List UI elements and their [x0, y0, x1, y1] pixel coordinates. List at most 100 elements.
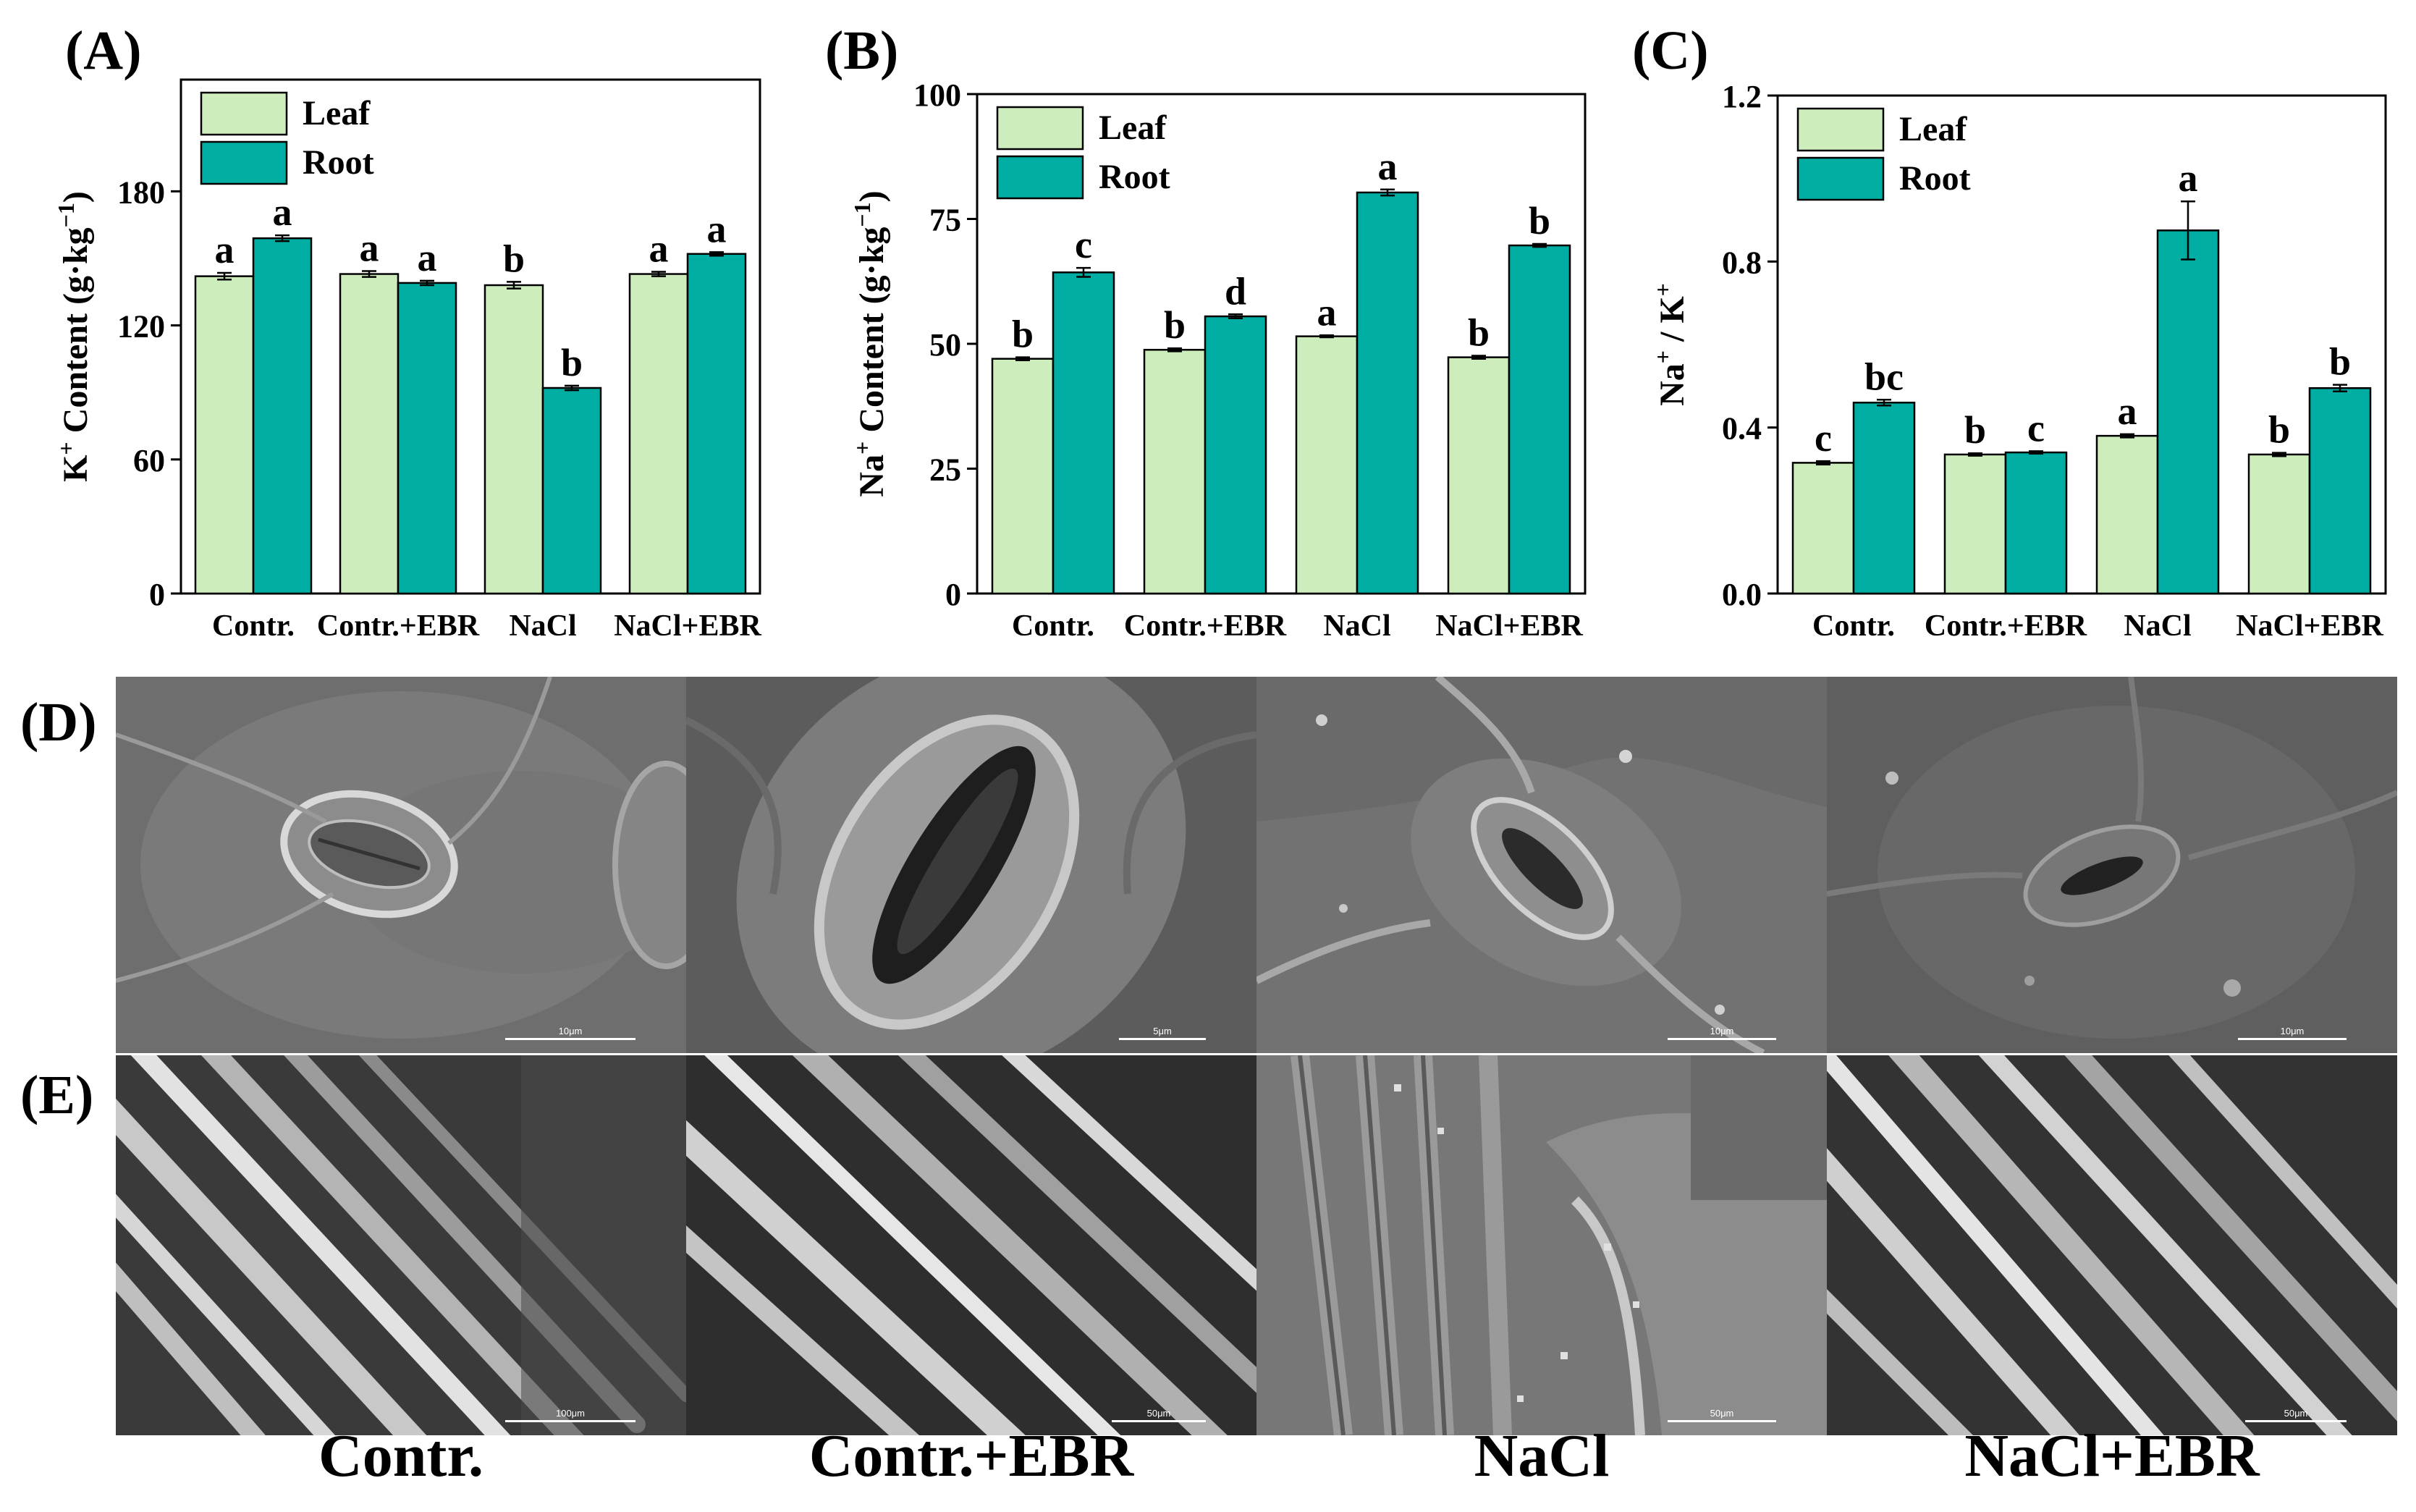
sem-stomata-nacl: 10μm [1256, 677, 1827, 1053]
x-tick-label: Contr. [1012, 609, 1094, 643]
caption-contr: Contr. [318, 1422, 483, 1490]
sem-stomata-nacl-ebr: 10μm [1827, 677, 2397, 1053]
x-tick-label: Contr.+EBR [317, 609, 480, 643]
y-tick-label: 0 [945, 577, 961, 612]
y-axis-label: Na+ / K+ [1650, 283, 1691, 406]
bar-root [1508, 244, 1571, 595]
y-tick-label: 60 [133, 443, 165, 478]
caption-nacl-ebr: NaCl+EBR [1964, 1422, 2260, 1490]
significance-letter: b [561, 341, 583, 384]
scale-bar-e3: 50μm [1668, 1408, 1776, 1422]
significance-letter: a [649, 227, 669, 270]
legend-swatch [200, 140, 288, 185]
significance-letter: b [1012, 313, 1034, 356]
bar-leaf [2247, 453, 2311, 595]
y-axis-label: Na+ Content (g·kg−1) [849, 190, 891, 497]
panel-label: (A) [65, 20, 142, 81]
bar-leaf [339, 273, 400, 595]
significance-letter: b [503, 237, 525, 280]
panel-label-e: (E) [20, 1065, 94, 1125]
significance-letter: a [215, 228, 235, 271]
x-tick-label: NaCl+EBR [614, 609, 761, 643]
plot-frame [179, 78, 761, 595]
significance-letter: b [2268, 408, 2290, 452]
significance-letter: c [1815, 416, 1832, 460]
bar-leaf [1791, 462, 1855, 595]
bar-root [541, 387, 602, 595]
bar-root [2156, 229, 2220, 595]
bar-leaf [1943, 453, 2007, 595]
legend-label: Leaf [1899, 110, 1967, 148]
bar-leaf [1447, 356, 1511, 595]
bar-root [252, 237, 313, 595]
x-tick-label: Contr. [1812, 609, 1895, 643]
bar-root [686, 253, 747, 595]
bar-leaf [1143, 349, 1207, 595]
legend-swatch [1796, 156, 1885, 201]
significance-letter: d [1225, 269, 1246, 313]
plot-frame [1776, 94, 2387, 595]
bar-root [2308, 387, 2372, 595]
x-tick-label: Contr. [212, 609, 295, 643]
y-tick-label: 120 [117, 309, 165, 345]
legend-label: Leaf [303, 94, 371, 132]
x-tick-label: NaCl [509, 609, 576, 643]
bar-leaf [628, 273, 689, 595]
scale-bar-d1: 10μm [505, 1026, 635, 1040]
legend-label: Root [1099, 158, 1170, 196]
significance-letter: b [1529, 199, 1550, 242]
y-tick-label: 50 [929, 327, 961, 363]
bar-leaf [991, 358, 1055, 595]
legend-label: Root [303, 143, 374, 182]
scale-bar-d4: 10μm [2238, 1026, 2347, 1040]
significance-letter: a [360, 227, 379, 270]
bar-leaf [1295, 335, 1359, 595]
caption-contr-ebr: Contr.+EBR [808, 1422, 1134, 1490]
bar-root [1852, 402, 1916, 595]
sem-root-contr-ebr: 50μm [686, 1055, 1256, 1435]
x-tick-label: NaCl+EBR [2236, 609, 2383, 643]
bar-root [1356, 191, 1419, 595]
legend-label: Leaf [1099, 109, 1167, 147]
panel-label-d: (D) [20, 692, 97, 753]
y-tick-label: 0.8 [1722, 245, 1762, 280]
y-axis-label: K+ Content (g·kg−1) [53, 191, 95, 482]
sem-root-contr: 100μm [116, 1055, 686, 1435]
y-tick-label: 75 [929, 203, 961, 238]
panel-label: (B) [825, 20, 898, 81]
sem-root-nacl: 50μm [1256, 1055, 1827, 1435]
sem-stomata-contr: 10μm [116, 677, 686, 1053]
bar-leaf [483, 284, 544, 595]
sem-root-nacl-ebr: 50μm [1827, 1055, 2397, 1435]
significance-letter: b [1468, 311, 1490, 355]
significance-letter: a [418, 236, 437, 279]
scale-bar-e4: 50μm [2245, 1408, 2347, 1422]
y-tick-label: 0.0 [1722, 577, 1762, 612]
significance-letter: b [2329, 340, 2351, 384]
x-tick-label: Contr.+EBR [1124, 609, 1287, 643]
legend-swatch [996, 155, 1084, 200]
significance-letter: b [1164, 303, 1186, 347]
legend-swatch [1796, 107, 1885, 152]
significance-letter: a [1317, 290, 1337, 334]
bar-root [1052, 271, 1115, 595]
y-tick-label: 180 [117, 174, 165, 210]
significance-letter: a [2179, 156, 2198, 200]
significance-letter: a [2118, 389, 2137, 433]
caption-nacl: NaCl [1474, 1422, 1610, 1490]
bar-root [1204, 315, 1267, 595]
bar-root [2004, 451, 2068, 595]
significance-letter: a [273, 190, 292, 234]
panel-label: (C) [1632, 20, 1709, 81]
significance-letter: a [707, 207, 727, 250]
bar-leaf [194, 275, 255, 595]
scale-bar-d2: 5μm [1119, 1026, 1206, 1040]
x-tick-label: NaCl+EBR [1435, 609, 1583, 643]
x-tick-label: NaCl [2124, 609, 2191, 643]
significance-letter: a [1378, 145, 1398, 188]
x-tick-label: Contr.+EBR [1925, 609, 2087, 643]
x-tick-label: NaCl [1323, 609, 1390, 643]
